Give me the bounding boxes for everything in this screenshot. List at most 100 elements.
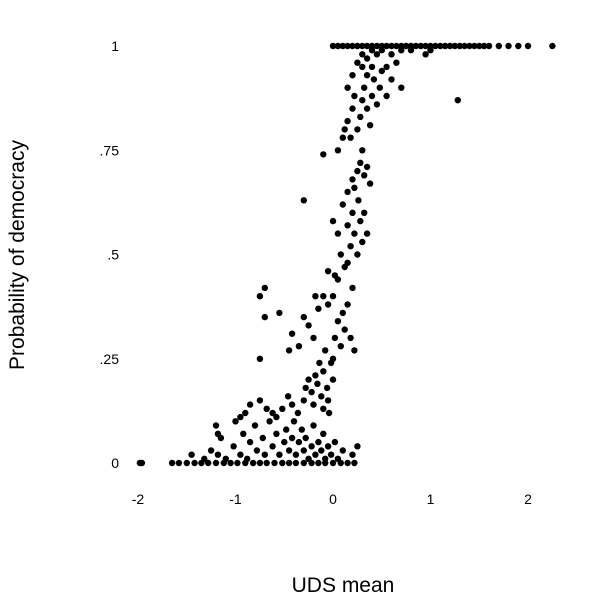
data-point bbox=[308, 388, 315, 396]
data-point bbox=[253, 447, 261, 454]
data-point bbox=[398, 47, 405, 54]
data-point bbox=[312, 372, 319, 379]
data-point bbox=[354, 167, 361, 175]
data-point bbox=[244, 455, 251, 462]
data-point bbox=[331, 272, 339, 279]
data-point bbox=[334, 42, 342, 50]
data-point bbox=[237, 451, 244, 458]
data-point bbox=[292, 451, 300, 458]
data-point bbox=[324, 301, 332, 308]
data-point bbox=[222, 455, 229, 462]
data-point bbox=[366, 122, 374, 129]
data-point bbox=[354, 59, 361, 66]
data-point bbox=[361, 172, 368, 179]
data-point bbox=[383, 42, 390, 50]
data-point bbox=[285, 459, 293, 467]
data-point bbox=[263, 405, 270, 412]
x-axis-label: UDS mean bbox=[292, 574, 395, 597]
data-point bbox=[266, 418, 273, 425]
y-axis-label: Probability of democracy bbox=[6, 140, 29, 370]
data-point bbox=[466, 42, 473, 50]
data-point bbox=[341, 263, 348, 271]
data-point bbox=[207, 447, 215, 454]
data-point bbox=[214, 451, 222, 458]
data-point bbox=[357, 159, 364, 166]
data-point bbox=[279, 459, 286, 467]
data-point bbox=[269, 409, 276, 417]
y-tick-label: 0 bbox=[111, 455, 119, 471]
data-point bbox=[349, 176, 356, 183]
data-point bbox=[324, 443, 332, 450]
data-point bbox=[234, 459, 241, 467]
data-point bbox=[273, 413, 280, 421]
data-point bbox=[295, 343, 303, 350]
data-point bbox=[402, 42, 410, 50]
data-point bbox=[347, 134, 354, 141]
data-point bbox=[290, 418, 298, 425]
data-point bbox=[388, 42, 395, 50]
data-point bbox=[480, 42, 488, 50]
data-point bbox=[412, 42, 420, 50]
data-point bbox=[359, 147, 366, 154]
data-point bbox=[363, 72, 371, 79]
data-point bbox=[261, 313, 268, 321]
data-point bbox=[427, 47, 434, 54]
data-point bbox=[341, 326, 348, 333]
data-point bbox=[283, 426, 290, 433]
data-point bbox=[310, 422, 317, 429]
data-point bbox=[312, 451, 319, 458]
data-point bbox=[324, 397, 332, 404]
data-point bbox=[368, 63, 376, 71]
data-point bbox=[339, 42, 346, 50]
data-point bbox=[305, 455, 312, 462]
data-point bbox=[322, 455, 329, 462]
data-point bbox=[354, 251, 361, 258]
data-point bbox=[373, 51, 381, 58]
data-point bbox=[368, 92, 376, 100]
data-point bbox=[351, 92, 358, 100]
data-point bbox=[201, 455, 208, 462]
data-point bbox=[363, 105, 371, 112]
data-point bbox=[285, 347, 293, 354]
data-point bbox=[456, 42, 463, 50]
data-point bbox=[191, 459, 198, 467]
data-point bbox=[505, 42, 512, 50]
data-point bbox=[361, 84, 368, 91]
data-point bbox=[349, 72, 356, 79]
data-point bbox=[471, 42, 478, 50]
y-tick-label: .75 bbox=[100, 142, 120, 158]
data-point bbox=[351, 459, 358, 467]
data-point bbox=[302, 434, 309, 442]
data-point bbox=[256, 355, 264, 362]
data-point bbox=[292, 459, 300, 467]
data-point bbox=[295, 438, 303, 446]
data-point bbox=[344, 222, 351, 229]
data-point bbox=[351, 184, 358, 191]
y-tick-label: .5 bbox=[107, 247, 119, 263]
data-point bbox=[334, 318, 342, 325]
data-point bbox=[320, 368, 327, 375]
data-point bbox=[349, 451, 356, 458]
data-point bbox=[183, 459, 190, 467]
data-point bbox=[320, 151, 327, 158]
data-point bbox=[322, 347, 329, 354]
data-points bbox=[136, 42, 556, 467]
data-point bbox=[359, 238, 366, 246]
data-point bbox=[305, 376, 312, 383]
data-point bbox=[242, 409, 249, 417]
data-point bbox=[237, 413, 244, 421]
data-point bbox=[366, 180, 374, 187]
data-point bbox=[378, 67, 385, 75]
data-point bbox=[329, 42, 337, 50]
data-point bbox=[354, 443, 361, 450]
data-point bbox=[323, 384, 331, 392]
data-point bbox=[188, 451, 195, 458]
data-point bbox=[288, 401, 296, 408]
data-point bbox=[368, 47, 376, 54]
data-point bbox=[273, 430, 280, 437]
data-point bbox=[339, 201, 346, 208]
data-point bbox=[417, 42, 424, 50]
data-point bbox=[212, 459, 220, 467]
data-point bbox=[276, 451, 283, 458]
